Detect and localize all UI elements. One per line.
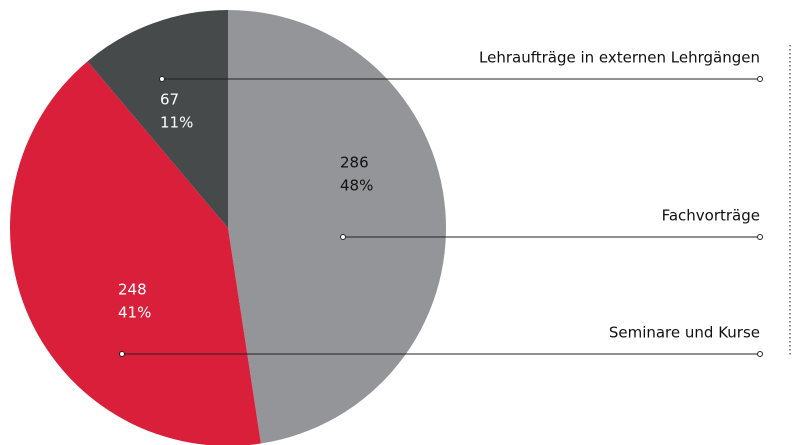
leader-end [757,234,763,240]
leader-dot [159,76,165,82]
percentage-label: 41% [118,304,151,322]
category-label: Fachvorträge [662,207,760,225]
value-label: 248 [118,281,147,299]
leader-end [757,351,763,357]
percentage-label: 48% [340,177,373,195]
leader-dot [340,234,346,240]
pie-slice [10,61,261,445]
category-label: Lehraufträge in externen Lehrgängen [479,49,760,67]
leader-end [757,76,763,82]
pie-slice [228,10,447,444]
leader-dot [119,351,125,357]
value-label: 286 [340,154,369,172]
category-label: Seminare und Kurse [609,324,760,342]
pie-slice [87,10,228,228]
value-label: 67 [160,91,179,109]
percentage-label: 11% [160,114,193,132]
